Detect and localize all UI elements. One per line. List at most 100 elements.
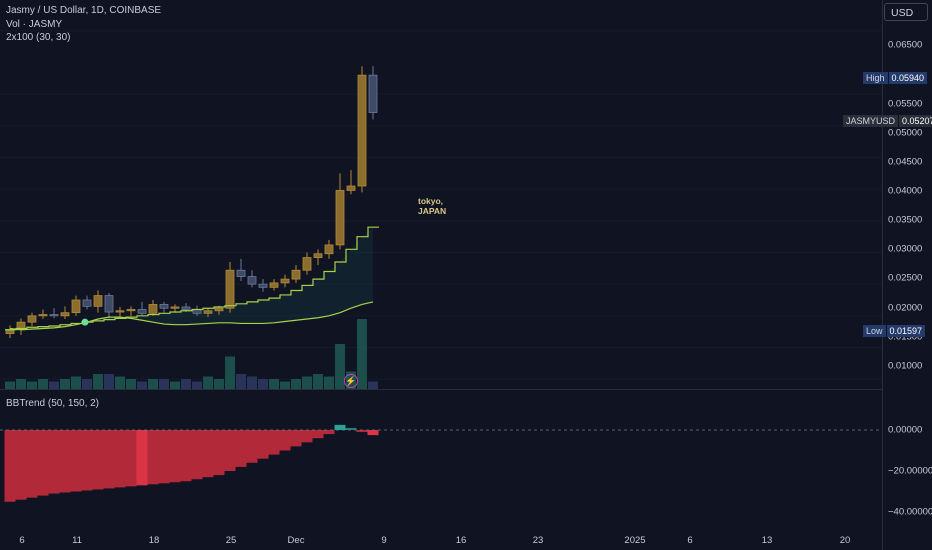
price-tick: 0.01000 [888, 360, 923, 372]
symbol-legend[interactable]: Jasmy / US Dollar, 1D, COINBASE [6, 5, 162, 16]
price-tick: 0.05000 [888, 127, 923, 139]
volume-bar [258, 379, 268, 389]
price-tick: 0.03000 [888, 243, 923, 255]
candle-body [126, 309, 136, 312]
time-axis-label: 9 [381, 535, 387, 546]
bbtrend-bar [125, 430, 137, 487]
candle-body [291, 269, 301, 280]
moving-average-lines [5, 226, 379, 331]
volume-bar [247, 376, 257, 389]
symbol-tag-value: 0.05207 [899, 115, 932, 127]
ma-legend[interactable]: 2x100 (30, 30) [6, 32, 71, 43]
volume-bar [27, 381, 37, 389]
volume-bar [115, 376, 125, 389]
bbtrend-bar [290, 430, 302, 447]
price-scale[interactable] [882, 0, 932, 550]
pane-separator[interactable] [0, 389, 882, 390]
candle-body [225, 269, 235, 309]
bbtrend-bar [334, 424, 346, 430]
bbtrend-histogram [4, 424, 379, 502]
bbtrend-bar [103, 430, 115, 489]
candle-body [258, 283, 268, 288]
time-axis-label: 6 [687, 535, 693, 546]
low-price-tag: Low 0.01597 [863, 325, 926, 337]
candle-body [280, 278, 290, 284]
volume-bar [49, 381, 59, 389]
volume-bars [5, 319, 378, 389]
candle-body [302, 257, 312, 271]
price-tick: 0.04500 [888, 156, 923, 168]
indicator-tick: 0.00000 [888, 424, 923, 436]
volume-bar [368, 381, 378, 389]
moving-average-band [10, 227, 373, 330]
volume-bar [225, 356, 235, 389]
candle-body [137, 309, 147, 314]
bbtrend-bar [81, 430, 93, 491]
candle-body [38, 314, 48, 317]
volume-bar [313, 374, 323, 389]
symbol-tag-label: JASMYUSD [843, 115, 899, 127]
price-tick: 0.06500 [888, 39, 923, 51]
bbtrend-bar [169, 430, 181, 483]
high-value: 0.05940 [888, 72, 928, 84]
price-tick: 0.02500 [888, 272, 923, 284]
bbtrend-bar [279, 430, 291, 451]
bbtrend-bar [257, 430, 269, 459]
bbtrend-bar [202, 430, 214, 478]
time-axis-label: 25 [225, 535, 237, 546]
volume-bar [104, 374, 114, 389]
bbtrend-bar [345, 427, 357, 430]
candle-body [27, 315, 37, 323]
symbol-price-tag: JASMYUSD 0.05207 [843, 115, 932, 127]
bbtrend-legend[interactable]: BBTrend (50, 150, 2) [6, 398, 100, 409]
volume-bar [335, 344, 345, 389]
candlestick-series[interactable] [5, 66, 378, 338]
volume-bar [126, 379, 136, 389]
bbtrend-bar [147, 430, 159, 485]
volume-legend[interactable]: Vol · JASMY [6, 19, 63, 30]
candle-body [71, 299, 81, 314]
volume-bar [269, 379, 279, 389]
lightning-icon[interactable]: ⚡ [344, 374, 358, 388]
indicator-tick: −20.00000 [888, 465, 932, 477]
volume-bar [159, 379, 169, 389]
volume-bar [60, 379, 70, 389]
candle-body [324, 244, 334, 255]
volume-bar [181, 379, 191, 389]
volume-bar [137, 381, 147, 389]
volume-bar [203, 376, 213, 389]
time-axis-label: 13 [761, 535, 773, 546]
bbtrend-bar [191, 430, 203, 480]
time-axis-label: 6 [19, 535, 25, 546]
indicator-tick: −40.00000 [888, 506, 932, 518]
candle-body [236, 269, 246, 277]
candle-body [93, 295, 103, 307]
candle-body [346, 185, 356, 191]
candle-body [357, 74, 367, 187]
volume-bar [5, 381, 15, 389]
bbtrend-bar [235, 430, 247, 467]
volume-bar [93, 374, 103, 389]
ma-lower-line [9, 301, 374, 331]
volume-bar [324, 376, 334, 389]
time-axis-label: 18 [148, 535, 160, 546]
volume-bar [236, 374, 246, 389]
candle-body [269, 282, 279, 288]
time-axis-label: Dec [287, 535, 305, 546]
candle-body [148, 304, 158, 314]
bbtrend-bar [4, 430, 16, 502]
low-value: 0.01597 [886, 325, 926, 337]
candle-body [181, 306, 191, 310]
currency-button[interactable]: USD [884, 3, 928, 21]
candle-body [82, 299, 92, 307]
ma-upper-line [5, 226, 379, 331]
annotation-line-2: JAPAN [418, 206, 447, 216]
chart-annotation[interactable]: tokyo, JAPAN [418, 196, 446, 216]
low-label: Low [863, 325, 886, 337]
candle-body [104, 295, 114, 313]
bbtrend-bar [323, 430, 335, 435]
bbtrend-bar [268, 430, 280, 455]
bbtrend-bar [158, 430, 170, 484]
price-tick: 0.03500 [888, 214, 923, 226]
